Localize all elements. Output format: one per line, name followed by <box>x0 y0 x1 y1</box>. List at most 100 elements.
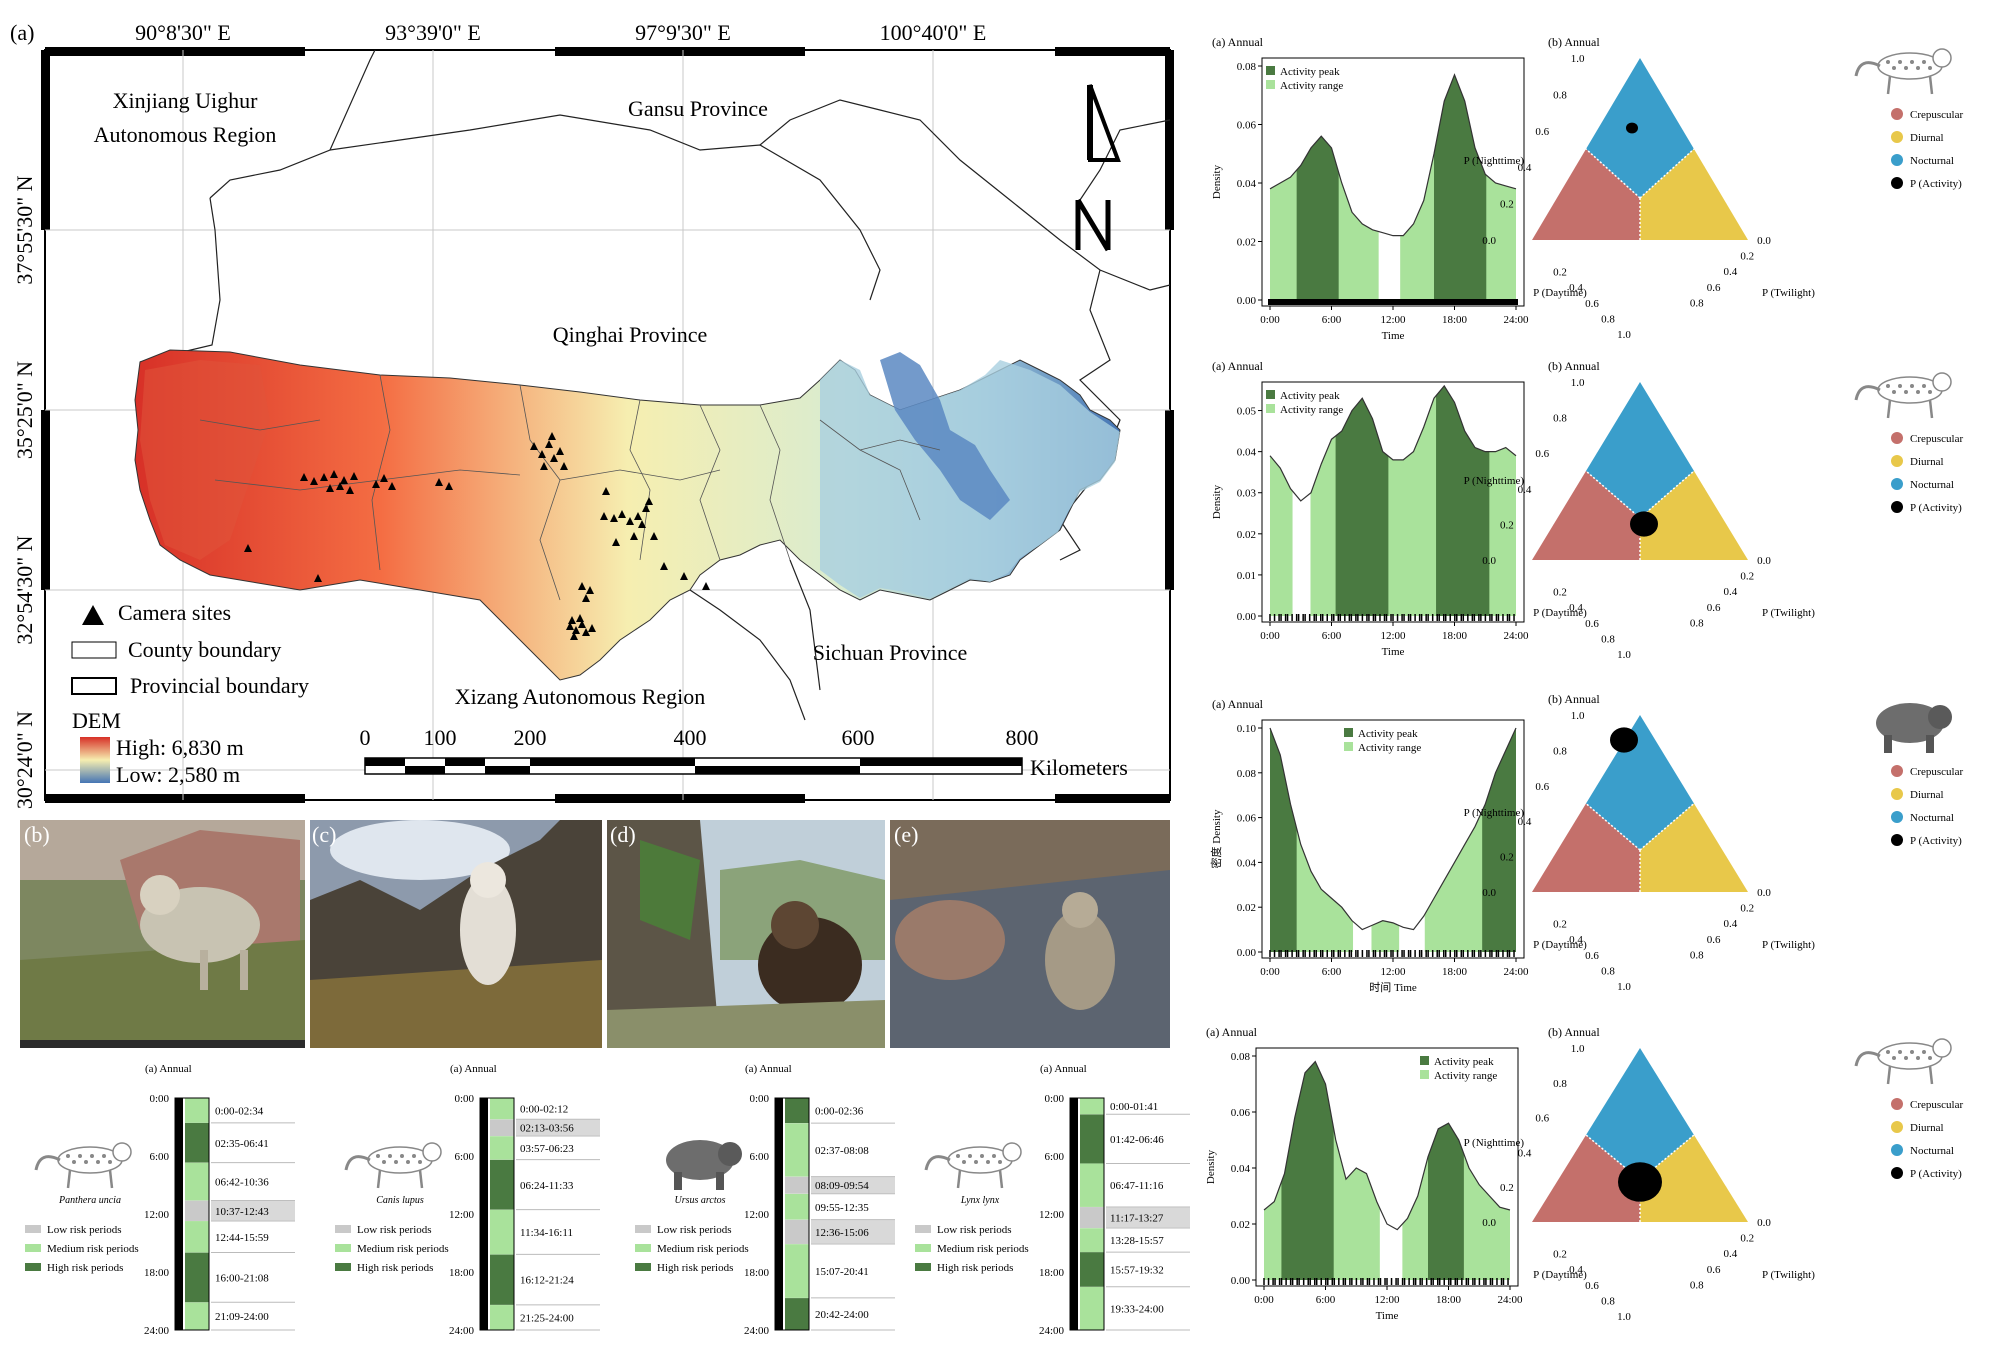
risk-legend-swatch <box>915 1225 931 1233</box>
ternary-legend-label: Diurnal <box>1910 132 1944 144</box>
risk-legend-label: High risk periods <box>47 1262 123 1274</box>
ternary-bottom-tick: 0.8 <box>1601 1295 1615 1307</box>
risk-time-tick: 24:00 <box>449 1325 475 1337</box>
ternary-right-tick: 0.0 <box>1757 235 1771 247</box>
ternary-right-tick: 0.8 <box>1690 297 1704 309</box>
ternary-left-tick: 0.0 <box>1482 1217 1496 1229</box>
risk-time-tick: 6:00 <box>454 1151 474 1163</box>
lon-label-3: 97°9'30" E <box>635 20 731 45</box>
y-tick-label: 0.08 <box>1237 768 1257 780</box>
ternary-legend-dot <box>1891 501 1903 513</box>
dem-valley <box>880 352 1010 520</box>
ternary-panel-4: (b) Annual0.00.20.40.60.81.00.20.40.60.8… <box>1464 1025 1964 1323</box>
crepuscular-region <box>1532 803 1640 892</box>
y-tick-label: 0.04 <box>1237 178 1257 190</box>
photo-e: (e) <box>890 820 1170 1048</box>
ternary-left-tick: 0.8 <box>1553 89 1567 101</box>
risk-period-label: 11:17-13:27 <box>1110 1213 1164 1225</box>
legend-dem: DEM <box>72 708 121 733</box>
scale-tick-800: 800 <box>1006 725 1039 750</box>
risk-rug <box>775 1098 783 1330</box>
ternary-right-tick: 0.0 <box>1757 887 1771 899</box>
x-tick-label: 18:00 <box>1442 314 1468 326</box>
detection-rug <box>1268 299 1518 305</box>
x-tick-label: 0:00 <box>1254 1294 1274 1306</box>
photo-c: (c) <box>310 820 602 1048</box>
map-legend: Camera sites County boundary Provincial … <box>71 600 309 787</box>
county-legend-symbol <box>71 641 117 659</box>
risk-time-tick: 0:00 <box>749 1093 769 1105</box>
risk-period-low <box>490 1119 514 1136</box>
ternary-right-tick: 0.2 <box>1740 251 1754 263</box>
y-tick-label: 0.08 <box>1231 1051 1251 1063</box>
density-panel-4: (a) Annual 0.00 0.02 0.04 0.06 0.08 0:00 6:00 12… <box>1205 1025 1523 1322</box>
y-axis-label: Density <box>1211 484 1223 519</box>
risk-frame <box>1069 1097 1105 1331</box>
ternary-left-tick: 0.0 <box>1482 235 1496 247</box>
risk-legend-swatch <box>635 1263 651 1271</box>
risk-time-tick: 12:00 <box>449 1209 475 1221</box>
ternary-legend-dot <box>1891 1121 1903 1133</box>
ternary-right-tick: 0.4 <box>1724 918 1738 930</box>
risk-time-tick: 0:00 <box>454 1093 474 1105</box>
ternary-legend-label: P (Activity) <box>1910 1168 1962 1180</box>
ternary-legend-label: P (Activity) <box>1910 178 1962 190</box>
ternary-bottom-tick: 0.4 <box>1569 602 1583 614</box>
camera-legend-symbol <box>82 605 104 625</box>
legend-range-swatch <box>1266 80 1275 89</box>
ternary-left-tick: 1.0 <box>1571 53 1585 65</box>
legend-range-swatch <box>1266 404 1275 413</box>
ternary-left-tick: 0.6 <box>1535 448 1549 460</box>
lat-label-1: 37°55'30" N <box>12 175 37 284</box>
ternary-left-tick: 0.2 <box>1500 1182 1514 1194</box>
ternary-left-tick: 0.8 <box>1553 413 1567 425</box>
ternary-right-tick: 0.2 <box>1740 571 1754 583</box>
ternary-left-tick: 1.0 <box>1571 377 1585 389</box>
risk-title: (a) Annual <box>1040 1063 1087 1075</box>
risk-period-label: 16:12-21:24 <box>520 1275 574 1287</box>
ternary-legend-dot <box>1891 432 1903 444</box>
ternary-right-axis: P (Twilight) <box>1762 1269 1815 1281</box>
ternary-legend-dot <box>1891 455 1903 467</box>
dem-legend-bar <box>80 737 110 783</box>
risk-time-tick: 18:00 <box>144 1267 170 1279</box>
nocturnal-region <box>1586 1048 1694 1180</box>
risk-time-tick: 24:00 <box>744 1325 770 1337</box>
region-dividers <box>1585 470 1695 560</box>
ternary-bottom-tick: 0.4 <box>1569 1264 1583 1276</box>
risk-period-label: 09:55-12:35 <box>815 1202 869 1214</box>
scale-unit: Kilometers <box>1030 755 1128 780</box>
scale-tick-600: 600 <box>842 725 875 750</box>
ternary-bottom-tick: 0.6 <box>1585 618 1599 630</box>
risk-period-label: 0:00-02:34 <box>215 1105 264 1117</box>
county-boundaries <box>199 374 941 601</box>
activity-peak-band <box>1434 74 1487 301</box>
density-fills <box>1264 1061 1510 1280</box>
region-xinjiang-1: Xinjiang Uighur <box>113 88 258 113</box>
risk-period-label: 12:44-15:59 <box>215 1232 269 1244</box>
density-curve <box>1269 73 1517 237</box>
risk-panel-2: (a) Annual 0:00 6:00 12:00 18:00 24:00 0:00-02… <box>335 1063 600 1337</box>
risk-species-name: Canis lupus <box>376 1195 424 1206</box>
ternary-title: (b) Annual <box>1548 35 1600 49</box>
risk-legend-swatch <box>25 1225 41 1233</box>
region-gansu: Gansu Province <box>628 96 768 121</box>
ternary-legend-dot <box>1891 1144 1903 1156</box>
activity-peak-band <box>1436 385 1490 616</box>
risk-period-high <box>785 1098 809 1124</box>
ternary-title: (b) Annual <box>1548 359 1600 373</box>
detection-rug <box>1269 950 1515 957</box>
risk-period-medium <box>185 1162 209 1201</box>
lon-label-2: 93°39'0" E <box>385 20 481 45</box>
ternary-legend-dot <box>1891 834 1903 846</box>
photo-row: (b) (c) (d) <box>20 820 1170 1048</box>
ternary-bottom-tick: 0.4 <box>1569 934 1583 946</box>
risk-period-label: 20:42-24:00 <box>815 1309 869 1321</box>
risk-period-label: 10:37-12:43 <box>215 1206 269 1218</box>
risk-legend-label: High risk periods <box>657 1262 733 1274</box>
risk-time-tick: 6:00 <box>749 1151 769 1163</box>
lynx-icon <box>924 1142 1022 1189</box>
ternary-bottom-tick: 0.2 <box>1553 1249 1567 1261</box>
risk-period-medium <box>785 1123 809 1177</box>
risk-period-label: 03:57-06:23 <box>520 1143 574 1155</box>
